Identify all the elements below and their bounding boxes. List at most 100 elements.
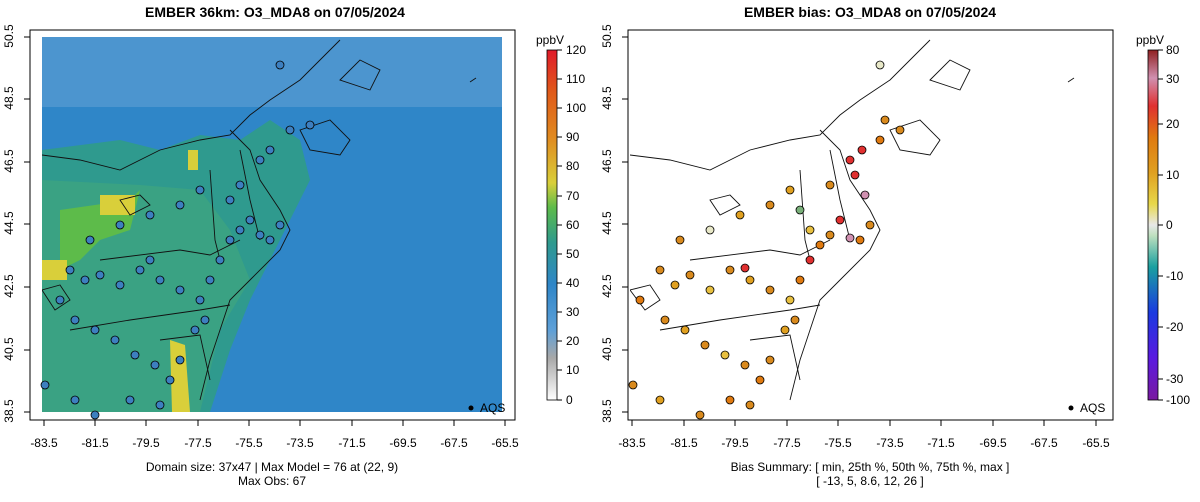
left-cb-tick: 10	[566, 363, 580, 377]
model-field-north	[42, 37, 502, 107]
right-x-tick: -79.5	[721, 436, 749, 450]
station-marker	[135, 265, 145, 275]
bias-marker	[857, 145, 867, 155]
right-x-tick: -69.5	[979, 436, 1007, 450]
bias-marker	[865, 220, 875, 230]
model-field-south	[42, 320, 80, 370]
right-cb-tick: -20	[1166, 320, 1184, 334]
right-x-tick: -71.5	[927, 436, 955, 450]
bias-marker	[795, 275, 805, 285]
station-marker	[55, 295, 65, 305]
bias-marker	[680, 325, 690, 335]
station-marker	[190, 325, 200, 335]
left-cb-tick: 70	[566, 189, 580, 203]
bias-marker	[875, 60, 885, 70]
left-x-tick: -65.5	[491, 436, 519, 450]
right-cb-tick: 10	[1166, 168, 1180, 182]
bias-marker	[805, 225, 815, 235]
left-y-tick: 48.5	[2, 86, 16, 110]
station-marker	[285, 125, 295, 135]
left-axis-ticks	[24, 36, 506, 426]
right-x-tick: -67.5	[1030, 436, 1058, 450]
left-x-tick: -81.5	[81, 436, 109, 450]
station-marker	[110, 335, 120, 345]
station-marker	[150, 360, 160, 370]
station-marker	[225, 235, 235, 245]
bias-marker	[700, 340, 710, 350]
left-x-tick: -67.5	[440, 436, 468, 450]
right-stations	[628, 60, 905, 420]
bias-marker	[860, 190, 870, 200]
right-caption-line2: [ -13, 5, 8.6, 12, 26 ]	[816, 474, 924, 488]
right-cb-tick: 30	[1166, 72, 1180, 86]
station-marker	[70, 395, 80, 405]
left-x-tick: -75.5	[235, 436, 263, 450]
model-high-yellow-north	[188, 150, 198, 170]
left-map	[29, 29, 516, 421]
left-cb-tick: 120	[566, 43, 587, 57]
bias-marker	[695, 410, 705, 420]
bias-marker	[845, 155, 855, 165]
right-cb-tick: 20	[1166, 117, 1180, 131]
left-y-tick: 44.5	[2, 211, 16, 235]
bias-marker	[720, 350, 730, 360]
right-y-tick: 42.5	[600, 274, 614, 298]
left-x-tick: -83.5	[30, 436, 58, 450]
station-marker	[175, 200, 185, 210]
right-y-tick: 44.5	[600, 211, 614, 235]
bias-marker	[740, 263, 750, 273]
bias-marker	[835, 215, 845, 225]
left-caption-line1: Domain size: 37x47 | Max Model = 76 at (…	[145, 460, 399, 474]
station-marker	[85, 235, 95, 245]
bias-marker	[785, 295, 795, 305]
right-legend-label: AQS	[1080, 401, 1106, 415]
right-colorbar	[1147, 49, 1159, 401]
left-cb-tick: 60	[566, 218, 580, 232]
station-marker	[255, 230, 265, 240]
station-marker	[80, 275, 90, 285]
bias-marker	[815, 240, 825, 250]
right-panel-title: EMBER bias: O3_MDA8 on 07/05/2024	[743, 4, 997, 20]
right-cb-tick: -10	[1166, 269, 1184, 283]
left-legend-dot	[468, 405, 474, 411]
left-colorbar-ticks	[557, 49, 562, 401]
bias-marker	[765, 355, 775, 365]
left-x-tick: -69.5	[389, 436, 417, 450]
station-marker	[115, 280, 125, 290]
bias-marker	[685, 270, 695, 280]
bias-marker	[795, 205, 805, 215]
left-cb-tick: 30	[566, 305, 580, 319]
station-marker	[95, 270, 105, 280]
station-marker	[40, 380, 50, 390]
station-marker	[70, 315, 80, 325]
right-y-tick: 48.5	[600, 86, 614, 110]
left-cb-tick: 80	[566, 159, 580, 173]
right-colorbar-unit: ppbV	[1136, 33, 1165, 47]
right-x-tick: -83.5	[618, 436, 646, 450]
station-marker	[200, 315, 210, 325]
station-marker	[205, 275, 215, 285]
bias-marker	[845, 233, 855, 243]
station-marker	[275, 220, 285, 230]
left-cb-tick: 50	[566, 247, 580, 261]
bias-marker	[705, 225, 715, 235]
left-cb-tick: 20	[566, 334, 580, 348]
left-cb-tick: 0	[566, 393, 573, 407]
left-y-tick: 42.5	[2, 274, 16, 298]
station-marker	[145, 210, 155, 220]
bias-marker	[855, 235, 865, 245]
right-cb-tick: 80	[1166, 43, 1180, 57]
left-caption-line2: Max Obs: 67	[237, 474, 307, 488]
right-x-tick: -81.5	[670, 436, 698, 450]
left-x-tick: -73.5	[286, 436, 314, 450]
station-marker	[195, 185, 205, 195]
bias-marker	[735, 210, 745, 220]
bias-marker	[765, 285, 775, 295]
station-marker	[130, 350, 140, 360]
station-marker	[255, 155, 265, 165]
bias-marker	[660, 315, 670, 325]
bias-marker	[655, 395, 665, 405]
left-y-tick: 46.5	[2, 149, 16, 173]
left-panel-title: EMBER 36km: O3_MDA8 on 07/05/2024	[145, 4, 405, 20]
left-x-tick: -71.5	[338, 436, 366, 450]
